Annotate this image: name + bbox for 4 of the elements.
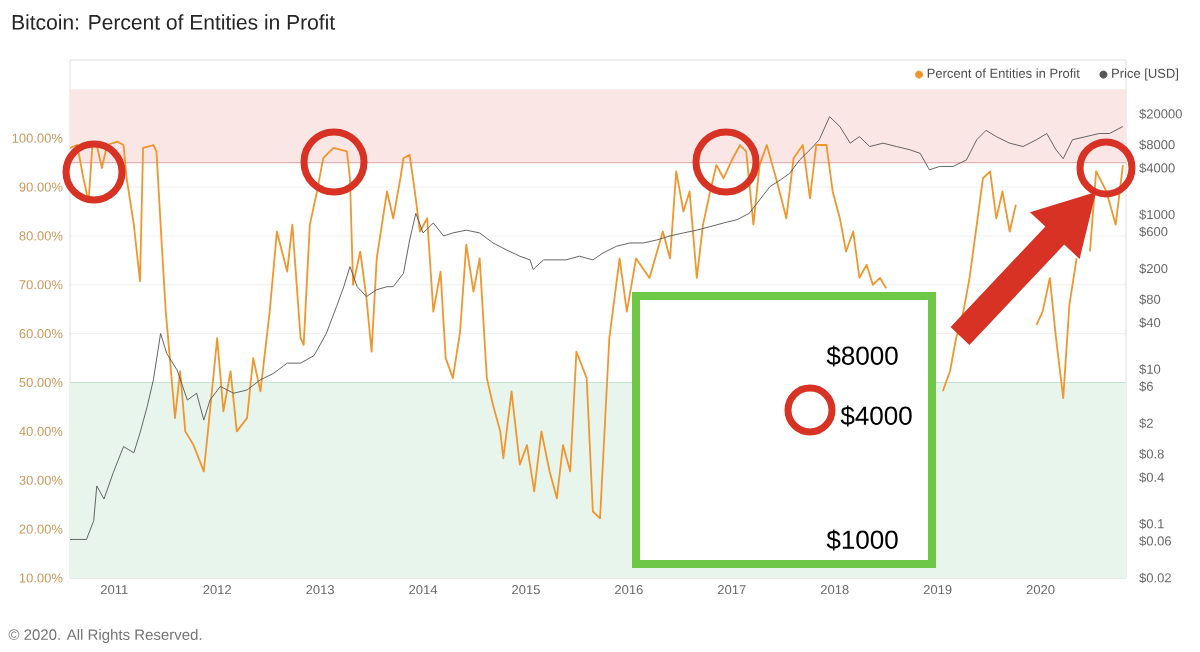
annotation: $1000 [826, 529, 898, 551]
annotation: $4000 [840, 405, 912, 427]
annotation: $8000 [826, 345, 898, 367]
chart-title: Bitcoin: Percent of Entities in Profit [12, 14, 335, 30]
